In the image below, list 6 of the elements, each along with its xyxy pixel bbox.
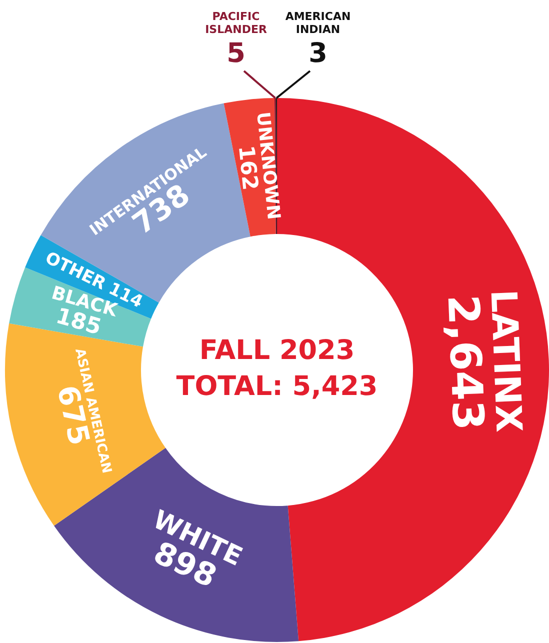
slice-label: AMERICAN INDIAN xyxy=(285,10,351,36)
text: TOTAL: 5,423 xyxy=(176,371,378,402)
data-label: 5 xyxy=(226,38,246,70)
data-label: 3 xyxy=(308,38,328,70)
slice-label: PACIFIC ISLANDER xyxy=(205,10,268,36)
text: FALL 2023 xyxy=(199,335,355,366)
